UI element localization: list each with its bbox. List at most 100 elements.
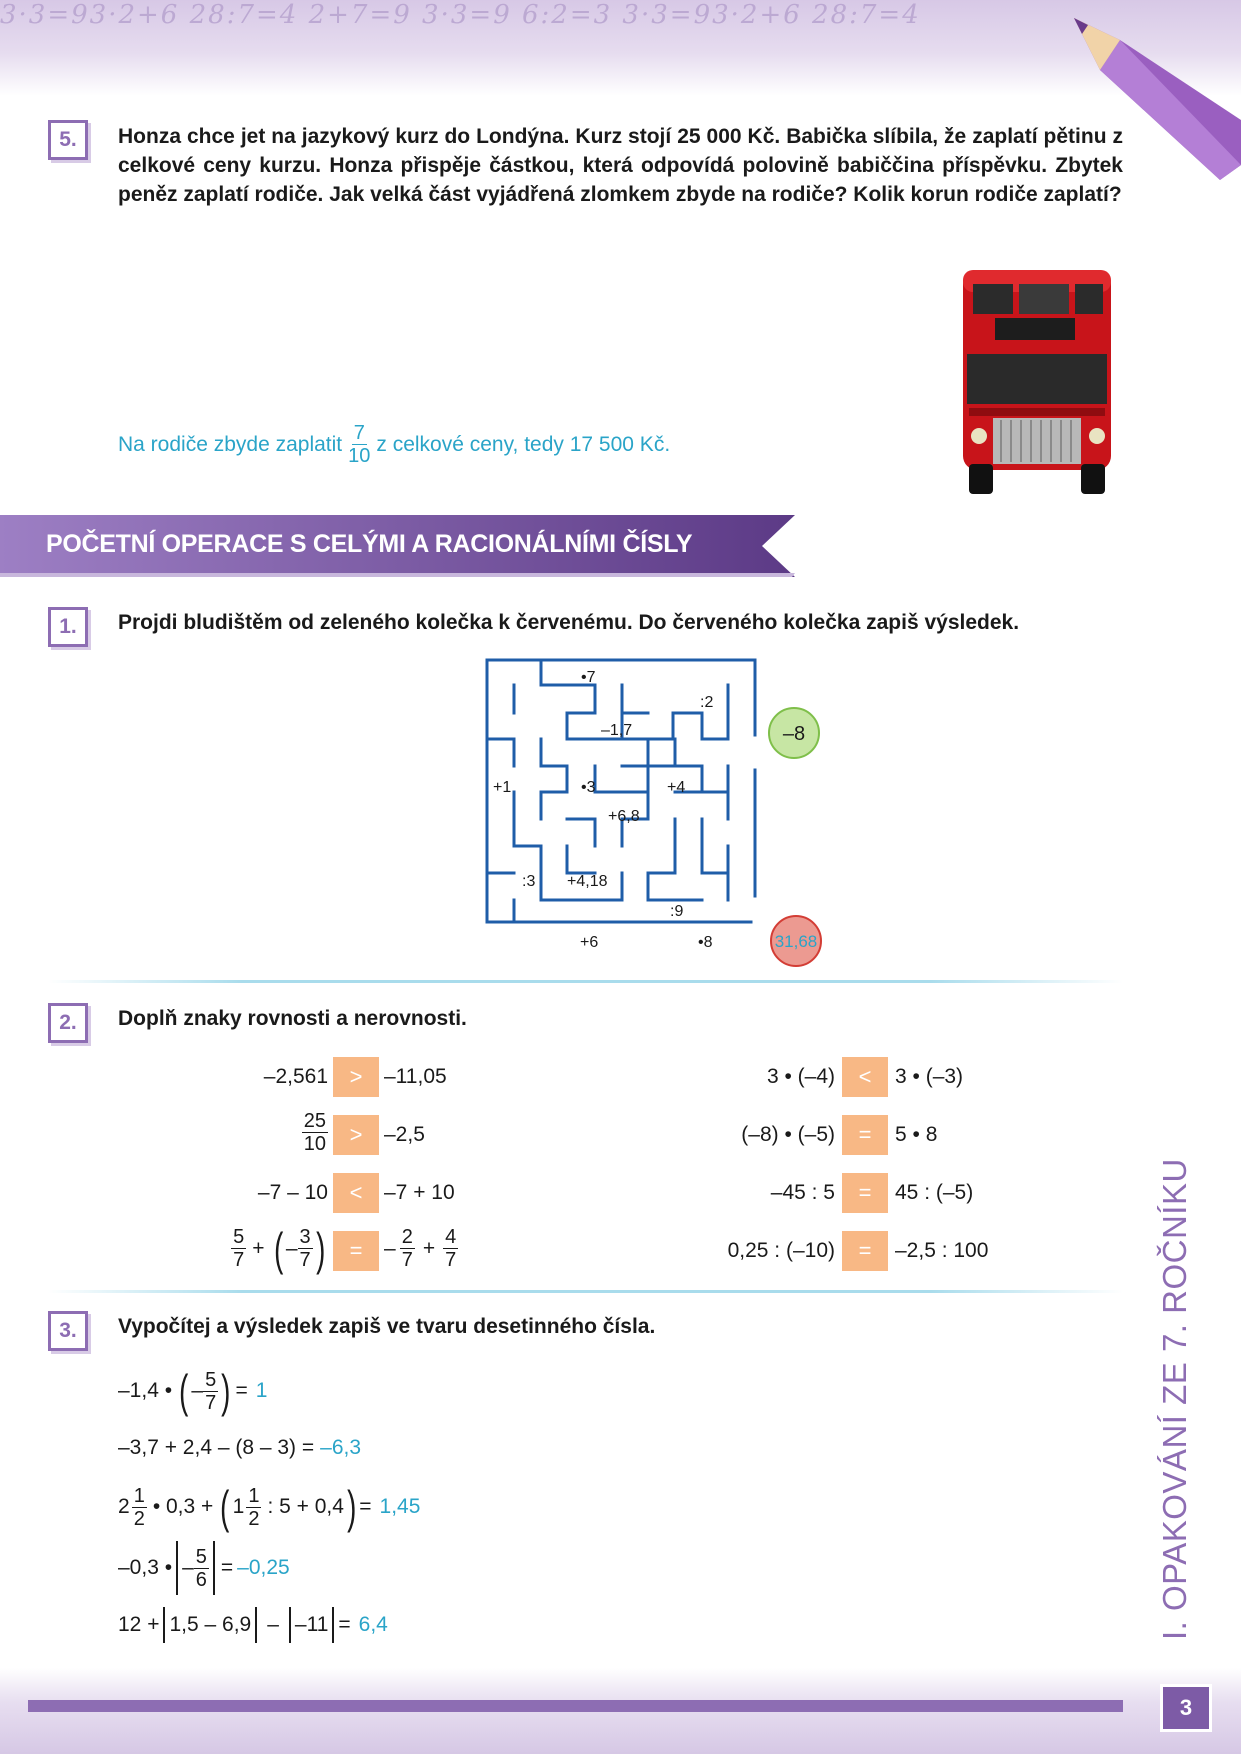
comparison-sign[interactable]: <	[842, 1057, 888, 1097]
fraction-denominator: 7	[205, 1391, 217, 1414]
fraction-numerator: 5	[193, 1545, 209, 1569]
maze-label: +4,18	[567, 873, 608, 890]
maze-label: +1	[493, 779, 511, 796]
comparison-right: –2,5	[384, 1123, 425, 1146]
end-circle-value: 31,68	[775, 932, 818, 951]
mixed-number-whole: 1	[232, 1495, 245, 1518]
fraction-numerator: 25	[301, 1110, 328, 1133]
comparison-right: 3 • (–3)	[895, 1065, 964, 1088]
maze-label: •8	[698, 934, 713, 951]
comparison-left: –7 – 10	[257, 1181, 328, 1204]
task-text: Projdi bludištěm od zeleného kolečka k č…	[118, 611, 1020, 634]
fraction-denominator: 6	[195, 1568, 207, 1591]
fraction-denominator: 2	[248, 1507, 260, 1530]
section-title: POČETNÍ OPERACE S CELÝMI A RACIONÁLNÍMI …	[46, 530, 693, 558]
comparison-sign[interactable]: >	[333, 1115, 379, 1155]
equals-sign: =	[220, 1556, 234, 1579]
answer-text-before: Na rodiče zbyde zaplatit	[118, 432, 343, 456]
start-circle	[768, 707, 820, 759]
answer-text-after: z celkové ceny, tedy 17 500 Kč.	[376, 432, 671, 456]
comparison-left: (–8) • (–5)	[741, 1123, 835, 1146]
equals-sign: =	[359, 1495, 372, 1518]
task-number: 3.	[48, 1311, 88, 1351]
plus-sign: +	[422, 1236, 436, 1260]
expression-part: –0,3 •	[118, 1556, 173, 1579]
fraction-numerator: 7	[351, 422, 367, 445]
maze: •7 :2 –1,7 +1 •3 +4 +6,8 :3 +4,18 :9 +6 …	[485, 658, 822, 967]
expression-2: –3,7 + 2,4 – (8 – 3) = –6,3	[118, 1436, 361, 1460]
comparison-sign[interactable]: =	[842, 1231, 888, 1271]
comparison-sign[interactable]: =	[842, 1115, 888, 1155]
task-text: Doplň znaky rovnosti a nerovnosti.	[118, 1007, 467, 1030]
fraction-numerator: 5	[203, 1368, 219, 1392]
minus-sign: –	[182, 1556, 194, 1579]
maze-label: +6,8	[608, 808, 640, 825]
fraction-denominator: 10	[303, 1133, 326, 1155]
absolute-value-bar	[332, 1607, 335, 1643]
fraction-denominator: 7	[233, 1249, 245, 1271]
pencil-icon	[1074, 18, 1241, 180]
absolute-value-bar	[288, 1607, 291, 1643]
expression-result: –0,25	[237, 1556, 290, 1579]
maze-label: :2	[700, 694, 713, 711]
minus-sign: –	[267, 1613, 279, 1636]
maze-label: +6	[580, 934, 598, 951]
fraction-numerator: 2	[399, 1226, 415, 1249]
expression-part: –3,7 + 2,4 – (8 – 3) =	[118, 1436, 315, 1459]
chapter-side-title: I. OPAKOVÁNÍ ZE 7. ROČNÍKU	[1156, 1158, 1193, 1640]
task-text: Vypočítej a výsledek zapiš ve tvaru dese…	[118, 1315, 656, 1338]
divider	[48, 980, 1123, 983]
comparison-sign[interactable]: <	[333, 1173, 379, 1213]
expression-result: 1,45	[379, 1495, 421, 1518]
task5-answer: Na rodiče zbyde zaplatit 7 10 z celkové …	[118, 422, 670, 467]
header-scribble: 3·3=93·2+6 28:7=4 2+7=9 3·3=9 6:2=3 3·3=…	[0, 0, 921, 30]
fraction-numerator: 3	[297, 1226, 313, 1249]
comparison-left: 0,25 : (–10)	[727, 1239, 835, 1262]
comparison-left: 3 • (–4)	[766, 1065, 835, 1088]
section-banner	[0, 515, 795, 577]
expression-result: –6,3	[320, 1436, 362, 1459]
divider	[48, 1290, 1123, 1293]
absolute-value-bar	[163, 1607, 166, 1643]
comparison-right: –7 + 10	[384, 1181, 455, 1204]
task-text: Honza chce jet na jazykový kurz do Londý…	[118, 125, 1123, 206]
plus-sign: +	[252, 1236, 265, 1260]
equals-sign: =	[235, 1379, 248, 1402]
maze-label: :9	[670, 903, 683, 920]
maze-label: –1,7	[601, 722, 632, 739]
comparison-sign[interactable]: =	[333, 1231, 379, 1271]
task-number: 1.	[48, 607, 88, 647]
comparison-left: –2,561	[263, 1065, 328, 1088]
comparison-right: 45 : (–5)	[895, 1181, 974, 1204]
expression-result: 6,4	[358, 1613, 388, 1636]
expression-part: • 0,3 +	[152, 1495, 214, 1518]
expression-part: 12 +	[118, 1613, 160, 1636]
maze-label: +4	[667, 779, 685, 796]
end-circle	[770, 915, 822, 967]
equals-sign: =	[338, 1613, 351, 1636]
fraction-numerator: 1	[131, 1484, 147, 1508]
expression-part: –11	[294, 1613, 329, 1636]
comparison-sign[interactable]: =	[842, 1173, 888, 1213]
fraction-denominator: 7	[401, 1249, 413, 1271]
mixed-number-whole: 2	[118, 1495, 130, 1518]
minus-sign: –	[285, 1236, 298, 1260]
minus-sign: –	[191, 1379, 204, 1402]
header-band	[0, 0, 1241, 96]
fraction-numerator: 1	[246, 1484, 262, 1508]
comparison-sign[interactable]: >	[333, 1057, 379, 1097]
expression-5: 12 + 1,5 – 6,9 – –11 = 6,4	[118, 1605, 388, 1645]
maze-label: :3	[522, 873, 535, 890]
maze-label: •3	[581, 779, 596, 796]
maze-label: •7	[581, 669, 596, 686]
fraction-denominator: 10	[348, 445, 371, 467]
comparison-right: –11,05	[384, 1065, 447, 1088]
fraction-numerator: 5	[231, 1226, 247, 1249]
task-number: 5.	[48, 120, 88, 160]
maze-border	[485, 658, 757, 924]
minus-sign: –	[384, 1236, 396, 1260]
task-number: 2.	[48, 1003, 88, 1043]
fraction-numerator: 4	[443, 1226, 459, 1249]
